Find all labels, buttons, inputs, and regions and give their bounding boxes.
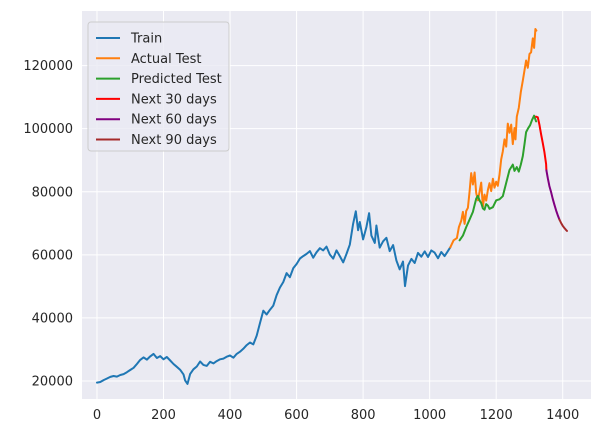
y-tick-label: 60000	[32, 248, 73, 263]
legend: Train Actual Test Predicted Test Next 30 da…	[87, 21, 230, 152]
x-tick-label: 600	[284, 408, 309, 423]
x-tick-label: 0	[93, 408, 101, 423]
series-line-predicted-test	[458, 114, 538, 242]
y-tick-label: 100000	[23, 122, 73, 137]
x-tick-label: 1000	[413, 408, 446, 423]
x-gridlines	[96, 11, 564, 399]
x-tick-label: 800	[351, 408, 376, 423]
series-lines	[96, 28, 568, 385]
legend-label: Next 30 days	[131, 92, 217, 107]
x-tick-label: 1400	[546, 408, 579, 423]
legend-label: Predicted Test	[131, 72, 222, 87]
legend-label: Train	[130, 32, 162, 47]
x-tick-label: 400	[218, 408, 243, 423]
series-line-next-60-days	[545, 169, 561, 221]
x-tick-label: 200	[151, 408, 176, 423]
legend-label: Next 60 days	[131, 113, 217, 128]
y-tick-label: 20000	[32, 375, 73, 390]
series-line-train	[96, 210, 452, 385]
series-line-actual-test	[449, 28, 538, 249]
series-line-next-30-days	[535, 115, 548, 172]
series-line-next-90-days	[558, 218, 568, 232]
legend-label: Next 90 days	[131, 133, 217, 148]
y-tick-label: 40000	[32, 311, 73, 326]
x-axis-tick-labels: 0 200 400 600 800 1000 1200 1400	[93, 408, 579, 423]
legend-label: Actual Test	[131, 52, 201, 67]
legend-box	[87, 21, 230, 152]
y-tick-label: 80000	[32, 185, 73, 200]
y-tick-label: 120000	[23, 59, 73, 74]
y-axis-tick-labels: 20000 40000 60000 80000 100000 120000	[23, 59, 73, 389]
x-tick-label: 1200	[480, 408, 513, 423]
